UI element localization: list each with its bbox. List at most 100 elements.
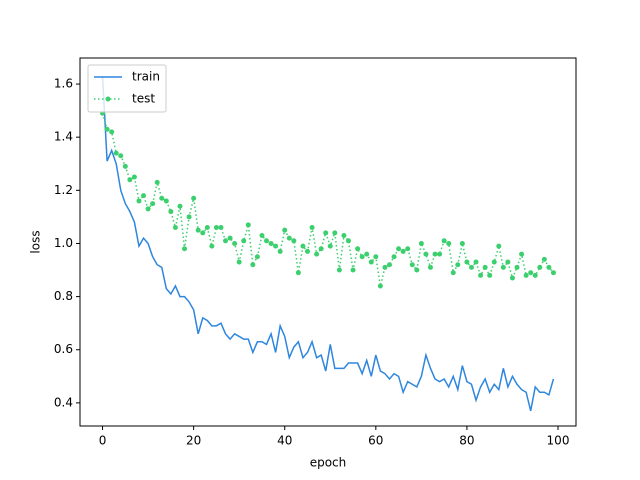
point xyxy=(127,177,133,183)
point xyxy=(131,174,137,180)
point xyxy=(523,272,529,278)
point xyxy=(405,246,411,252)
legend-marker xyxy=(105,96,111,102)
point xyxy=(200,230,206,236)
point xyxy=(505,259,511,265)
point xyxy=(487,272,493,278)
point xyxy=(546,264,552,270)
point xyxy=(213,225,219,231)
point xyxy=(273,243,279,249)
legend-label: train xyxy=(132,70,160,84)
y-tick-label: 0.8 xyxy=(54,289,73,303)
point xyxy=(250,262,256,268)
point xyxy=(423,251,429,257)
point xyxy=(218,225,224,231)
point xyxy=(364,251,370,257)
point xyxy=(332,230,338,236)
point xyxy=(350,267,356,273)
point xyxy=(145,206,151,212)
point xyxy=(541,256,547,262)
point xyxy=(295,270,301,276)
point xyxy=(455,262,461,268)
point xyxy=(464,259,470,265)
point xyxy=(468,264,474,270)
legend-label: test xyxy=(132,92,155,106)
point xyxy=(441,238,447,244)
point xyxy=(409,262,415,268)
point xyxy=(336,267,342,273)
point xyxy=(136,198,142,204)
point xyxy=(427,264,433,270)
point xyxy=(172,225,178,231)
point xyxy=(446,240,452,246)
point xyxy=(396,246,402,252)
point xyxy=(232,240,238,246)
point xyxy=(345,238,351,244)
point xyxy=(291,238,297,244)
point xyxy=(450,270,456,276)
point xyxy=(373,254,379,260)
y-tick-label: 1.4 xyxy=(54,130,73,144)
point xyxy=(209,243,215,249)
point xyxy=(514,264,520,270)
point xyxy=(236,259,242,265)
point xyxy=(309,225,315,231)
point xyxy=(496,243,502,249)
point xyxy=(113,150,119,156)
point xyxy=(432,251,438,257)
y-axis-label: loss xyxy=(29,230,43,253)
point xyxy=(537,264,543,270)
y-tick-label: 1.0 xyxy=(54,236,73,250)
y-tick-label: 0.4 xyxy=(54,395,73,409)
x-axis-label: epoch xyxy=(310,456,347,470)
point xyxy=(109,129,115,135)
x-tick-label: 80 xyxy=(459,434,474,448)
point xyxy=(532,272,538,278)
point xyxy=(459,240,465,246)
point xyxy=(277,248,283,254)
point xyxy=(268,240,274,246)
x-tick-label: 60 xyxy=(368,434,383,448)
point xyxy=(300,243,306,249)
point xyxy=(227,235,233,241)
point xyxy=(400,248,406,254)
point xyxy=(177,203,183,209)
x-tick-label: 20 xyxy=(186,434,201,448)
point xyxy=(154,179,160,185)
point xyxy=(550,270,556,276)
point xyxy=(473,259,479,265)
point xyxy=(118,153,124,159)
point xyxy=(286,235,292,241)
point xyxy=(191,195,197,201)
y-tick-label: 1.6 xyxy=(54,77,73,91)
point xyxy=(528,270,534,276)
point xyxy=(414,267,420,273)
y-tick-label: 1.2 xyxy=(54,183,73,197)
point xyxy=(195,227,201,233)
point xyxy=(259,232,265,238)
point xyxy=(254,254,260,260)
point xyxy=(223,238,229,244)
point xyxy=(141,193,147,199)
point xyxy=(382,264,388,270)
point xyxy=(341,232,347,238)
point xyxy=(282,227,288,233)
point xyxy=(204,225,210,231)
point xyxy=(122,163,128,169)
point xyxy=(491,259,497,265)
point xyxy=(163,198,169,204)
point xyxy=(182,246,188,252)
x-tick-label: 40 xyxy=(277,434,292,448)
x-tick-label: 0 xyxy=(99,434,107,448)
point xyxy=(264,238,270,244)
point xyxy=(327,243,333,249)
point xyxy=(437,251,443,257)
point xyxy=(386,262,392,268)
point xyxy=(519,251,525,257)
point xyxy=(391,254,397,260)
point xyxy=(241,238,247,244)
x-tick-label: 100 xyxy=(547,434,570,448)
point xyxy=(159,195,165,201)
point xyxy=(509,275,515,281)
